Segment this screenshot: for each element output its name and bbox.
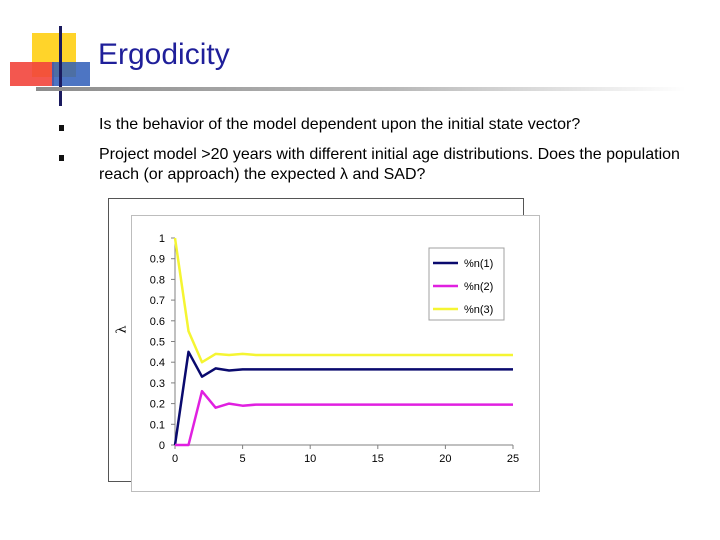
legend-label-2: %n(2) <box>464 281 493 293</box>
x-tick-label: 25 <box>507 453 519 465</box>
line-chart: 00.10.20.30.40.50.60.70.80.910 5 10 15 20 25 … <box>131 215 540 492</box>
accent-vertical-line <box>59 26 62 106</box>
slide-title: Ergodicity <box>98 38 230 71</box>
bullet-text-2: Project model >20 years with different i… <box>99 146 680 183</box>
legend-label-1: %n(1) <box>464 258 493 270</box>
series-line-1 <box>173 350 513 446</box>
y-tick-label: 0.9 <box>150 254 165 266</box>
x-tick-label: 15 <box>372 453 384 465</box>
y-tick-label: 0.6 <box>150 316 165 328</box>
square-bullet-icon <box>59 125 64 131</box>
y-tick-label: 0.2 <box>150 399 165 411</box>
x-tick-label: 20 <box>439 453 451 465</box>
accent-blue-block <box>52 62 90 86</box>
bullet-text-1: Is the behavior of the model dependent u… <box>99 116 581 133</box>
y-tick-label: 0.1 <box>150 419 165 431</box>
y-tick-label: 1 <box>159 233 165 245</box>
x-tick-label: 10 <box>304 453 316 465</box>
accent-red-block <box>10 62 54 86</box>
y-tick-label: 0.8 <box>150 274 165 286</box>
y-tick-label: 0.4 <box>150 357 165 369</box>
legend-label-3: %n(3) <box>464 304 493 316</box>
square-bullet-icon <box>59 155 64 161</box>
y-tick-label: 0.3 <box>150 378 165 390</box>
chart-legend: %n(1) %n(2) %n(3) <box>428 247 505 321</box>
y-axis-label: λ <box>114 325 130 334</box>
y-tick-label: 0.5 <box>150 337 165 349</box>
series-line-2 <box>175 389 513 447</box>
chart-axes: 00.10.20.30.40.50.60.70.80.910 5 10 15 20 25 <box>150 233 519 465</box>
y-tick-label: 0 <box>159 440 165 452</box>
y-tick-label: 0.7 <box>150 295 165 307</box>
chart-series <box>173 237 513 447</box>
x-tick-label: 0 <box>172 453 178 465</box>
x-tick-label: 5 <box>240 453 246 465</box>
series-line-3 <box>173 237 513 364</box>
title-underline <box>36 87 686 91</box>
